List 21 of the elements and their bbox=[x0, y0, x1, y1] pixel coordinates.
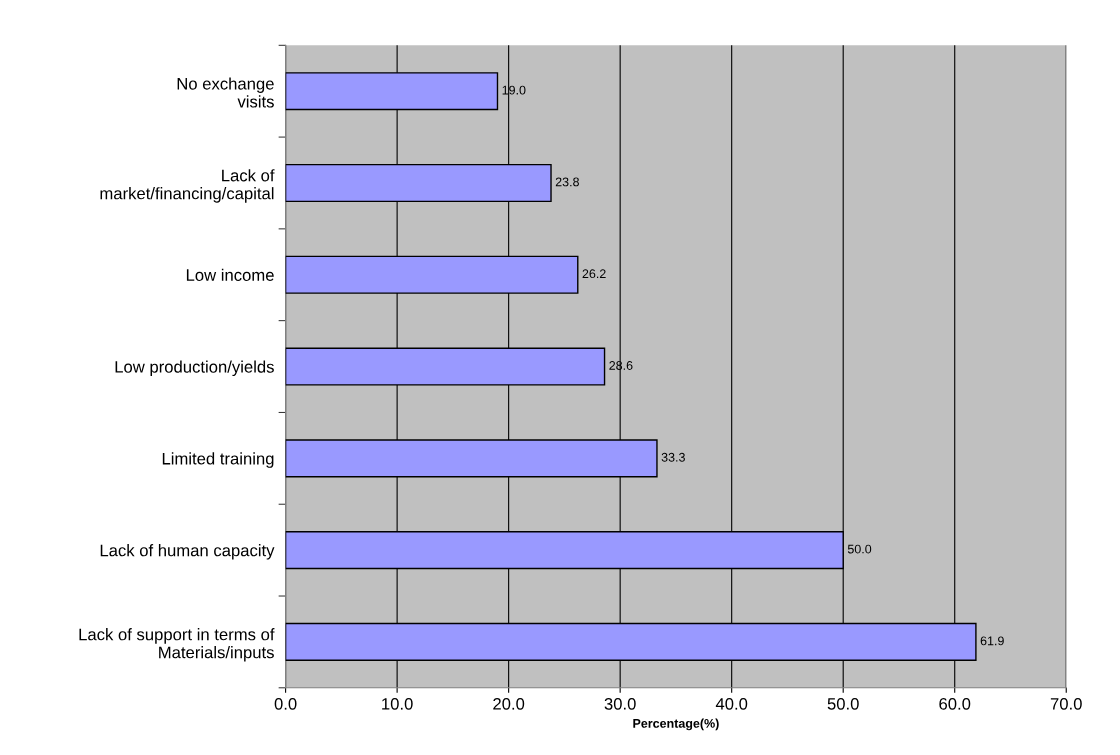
data-label: 26.2 bbox=[582, 269, 606, 279]
y-tick-label: Lack of support in terms of Materials/inputs bbox=[79, 628, 275, 662]
x-tick-label: 70.0 bbox=[1050, 697, 1082, 710]
y-tick-label: Lack of human capacity bbox=[100, 544, 275, 560]
x-tick-label: 0.0 bbox=[274, 697, 297, 710]
x-tick-label: 10.0 bbox=[382, 697, 413, 710]
x-tick-label: 20.0 bbox=[493, 697, 525, 710]
data-label: 23.8 bbox=[555, 177, 579, 187]
x-axis-title: Percentage(%) bbox=[633, 718, 719, 731]
x-tick-label: 60.0 bbox=[939, 697, 971, 710]
y-tick-label: Low production/yields bbox=[115, 360, 274, 377]
y-tick-label: Limited training bbox=[162, 452, 274, 468]
x-tick-label: 30.0 bbox=[604, 697, 636, 710]
y-tick-label: No exchange visits bbox=[177, 77, 274, 108]
data-label: 33.3 bbox=[661, 452, 685, 462]
y-tick-label: Lack of market/financing/capital bbox=[100, 169, 275, 203]
data-label: 50.0 bbox=[847, 544, 872, 554]
x-tick-label: 50.0 bbox=[827, 697, 859, 710]
data-label: 61.9 bbox=[980, 636, 1004, 646]
x-tick-label: 40.0 bbox=[715, 697, 748, 710]
y-tick-label: Low income bbox=[186, 268, 274, 281]
